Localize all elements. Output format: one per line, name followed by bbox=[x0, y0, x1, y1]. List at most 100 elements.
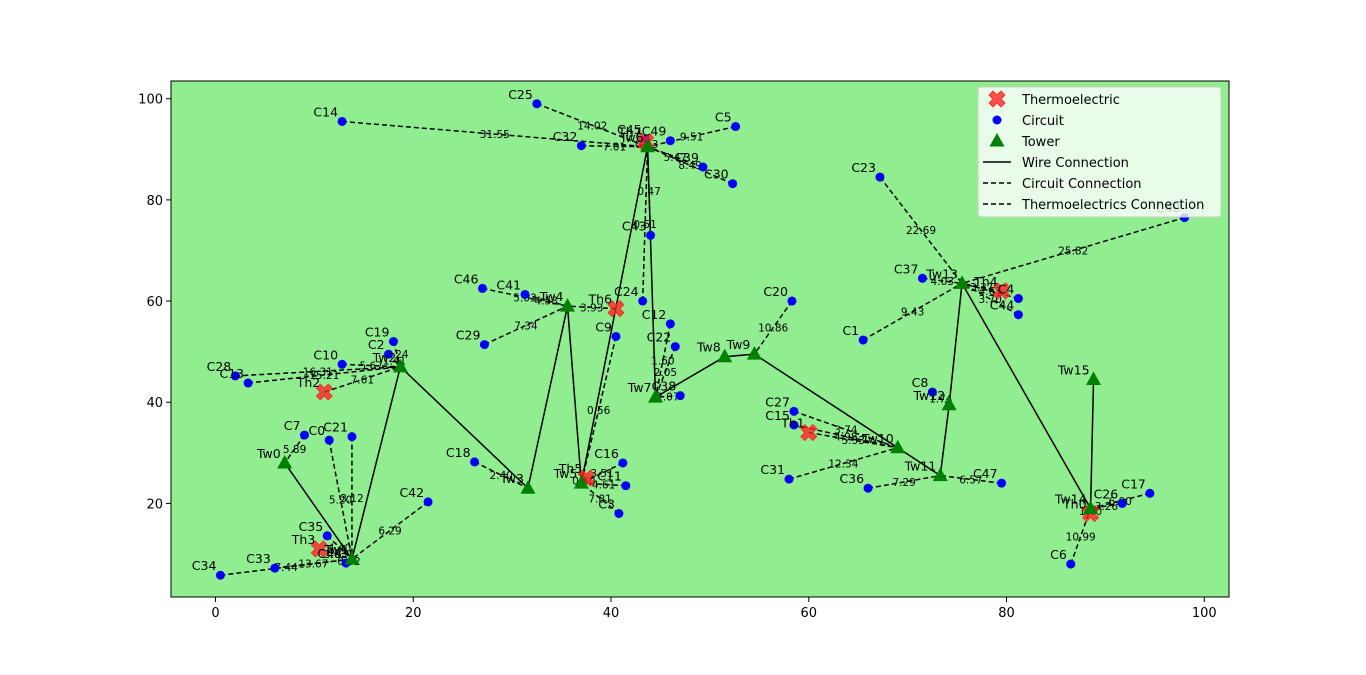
circuit-link-C32-Tw6 bbox=[581, 145, 648, 148]
circuit-point-C47 bbox=[997, 478, 1007, 488]
thermoelectric-point-Th1 bbox=[800, 424, 818, 442]
tower-label-Tw14: Tw14 bbox=[1054, 491, 1087, 506]
circuit-label-C20: C20 bbox=[763, 284, 788, 299]
circuit-point-C14 bbox=[337, 116, 347, 126]
tower-point-Tw4 bbox=[560, 298, 576, 312]
circuit-point-C18 bbox=[470, 457, 480, 467]
thermoelectric-label-Th2: Th2 bbox=[296, 375, 321, 390]
y-tick-label-20: 20 bbox=[146, 497, 163, 512]
circuit-link-C13-Tw2 bbox=[248, 366, 401, 384]
wire-Tw14-Tw15 bbox=[1089, 379, 1095, 509]
circuit-link-C0-Tw1-label: 5.20 bbox=[329, 495, 352, 507]
circuit-label-C36: C36 bbox=[839, 471, 864, 486]
thermo-link-Th6-Tw4 bbox=[567, 305, 616, 310]
circuit-link-C23-Tw13-label: 22.69 bbox=[906, 225, 936, 237]
thermoelectric-label-Th0: Th0 bbox=[1062, 497, 1087, 512]
x-tick-label-40: 40 bbox=[603, 606, 620, 621]
circuit-link-C38-Tw7-label: 2.07 bbox=[656, 391, 679, 403]
circuit-link-C16-Tw5-label: 3.51 bbox=[590, 468, 613, 480]
tower-point-Tw6 bbox=[640, 138, 656, 153]
circuit-link-C12-Tw7-label: 1.60 bbox=[651, 356, 674, 368]
tower-label-Tw5: Tw5 bbox=[553, 466, 578, 481]
circuit-point-C0 bbox=[324, 435, 334, 445]
wire-Tw2-Tw3 bbox=[399, 366, 529, 489]
circuit-point-C38 bbox=[675, 391, 685, 401]
circuit-label-C0: C0 bbox=[309, 423, 326, 438]
circuit-point-C3 bbox=[614, 509, 624, 519]
circuit-label-C29: C29 bbox=[456, 328, 481, 343]
circuit-link-C7-Tw0-label: 5.89 bbox=[283, 444, 306, 456]
circuit-point-C19 bbox=[388, 337, 398, 347]
circuit-point-C15 bbox=[789, 420, 799, 430]
circuit-label-C37: C37 bbox=[894, 261, 919, 276]
thermo-link-Th1-Tw10 bbox=[808, 431, 898, 449]
thermo-link-Th4-Tw13 bbox=[961, 282, 1002, 292]
circuit-label-C27: C27 bbox=[765, 394, 790, 409]
circuit-point-C11 bbox=[621, 481, 631, 491]
tower-label-Tw8: Tw8 bbox=[696, 340, 721, 355]
circuit-point-C13 bbox=[243, 378, 253, 388]
legend-label-4: Circuit Connection bbox=[1022, 177, 1142, 192]
thermo-link-Th1-Tw10-label: 5.53 bbox=[842, 435, 865, 447]
tower-point-Tw11 bbox=[932, 467, 948, 482]
circuit-label-C13: C13 bbox=[219, 366, 244, 381]
circuit-label-C33: C33 bbox=[246, 551, 271, 566]
circuit-label-C34: C34 bbox=[192, 558, 217, 573]
thermo-link-Th3-Tw1-label: 3.03 bbox=[324, 549, 347, 561]
plot-frame bbox=[170, 80, 1230, 598]
tower-label-Tw2: Tw2 bbox=[372, 350, 397, 365]
wire-Tw11-Tw12 bbox=[939, 404, 950, 476]
circuit-link-C47-Tw11 bbox=[940, 474, 1002, 484]
circuit-point-C12 bbox=[665, 319, 675, 329]
circuit-point-C5 bbox=[731, 122, 741, 132]
circuit-label-C21: C21 bbox=[323, 420, 348, 435]
thermoelectric-label-Th5: Th5 bbox=[558, 461, 583, 476]
legend-label-0: Thermoelectric bbox=[1021, 93, 1120, 108]
x-tick-label-20: 20 bbox=[405, 606, 422, 621]
circuit-link-C47-Tw11-label: 6.57 bbox=[959, 474, 982, 486]
tower-label-Tw6: Tw6 bbox=[619, 130, 644, 145]
circuit-label-C35: C35 bbox=[299, 519, 324, 534]
circuit-link-C20-Tw9-label: 10.86 bbox=[758, 323, 788, 335]
wire-Tw5-Tw6 bbox=[580, 146, 649, 484]
circuit-label-C12: C12 bbox=[642, 307, 667, 322]
circuit-link-C26-Tw14-label: 3.26 bbox=[1095, 501, 1119, 513]
thermo-link-Th2-Tw2-label: 7.61 bbox=[351, 374, 374, 386]
circuit-point-C8 bbox=[927, 387, 937, 397]
wire-Tw0-Tw1 bbox=[284, 462, 353, 560]
legend-label-3: Wire Connection bbox=[1022, 156, 1129, 171]
circuit-label-C46: C46 bbox=[454, 271, 479, 286]
wire-Tw9-Tw10 bbox=[753, 353, 899, 449]
y-tick-label-40: 40 bbox=[146, 396, 163, 411]
circuit-point-C10 bbox=[337, 359, 347, 369]
circuit-point-C30 bbox=[728, 179, 738, 189]
tower-point-Tw2 bbox=[392, 358, 408, 373]
tower-label-Tw3: Tw3 bbox=[499, 471, 524, 486]
circuit-label-C25: C25 bbox=[508, 87, 533, 102]
circuit-label-C26: C26 bbox=[1094, 486, 1119, 501]
circuit-label-C10: C10 bbox=[313, 347, 338, 362]
circuit-link-C23-Tw13 bbox=[879, 176, 963, 284]
circuit-link-C37-Tw13 bbox=[922, 277, 963, 285]
circuit-point-C9 bbox=[611, 331, 621, 341]
circuit-label-C4: C4 bbox=[998, 282, 1015, 297]
circuit-link-C24-Tw6-label: 0.51 bbox=[633, 219, 656, 231]
circuit-link-C18-Tw3 bbox=[474, 461, 529, 489]
circuit-label-C5: C5 bbox=[715, 110, 732, 125]
wire-Tw8-Tw9 bbox=[724, 353, 755, 358]
circuit-label-C18: C18 bbox=[446, 445, 471, 460]
circuit-link-C6-Tw14-label: 10.99 bbox=[1066, 531, 1096, 543]
circuit-link-C28-Tw2 bbox=[235, 366, 401, 377]
circuit-point-C44 bbox=[1013, 310, 1023, 320]
circuit-link-C15-Tw10-label: 4.98 bbox=[834, 431, 857, 443]
circuit-point-C16 bbox=[618, 458, 628, 468]
circuit-link-C36-Tw11 bbox=[867, 474, 941, 489]
circuit-label-C14: C14 bbox=[313, 104, 338, 119]
thermoelectric-label-Th3: Th3 bbox=[291, 532, 316, 547]
y-tick-label-80: 80 bbox=[146, 194, 163, 209]
wire-Tw13-Tw14 bbox=[961, 282, 1092, 509]
circuit-point-C39 bbox=[698, 162, 708, 172]
wire-Tw10-Tw11 bbox=[897, 447, 941, 477]
